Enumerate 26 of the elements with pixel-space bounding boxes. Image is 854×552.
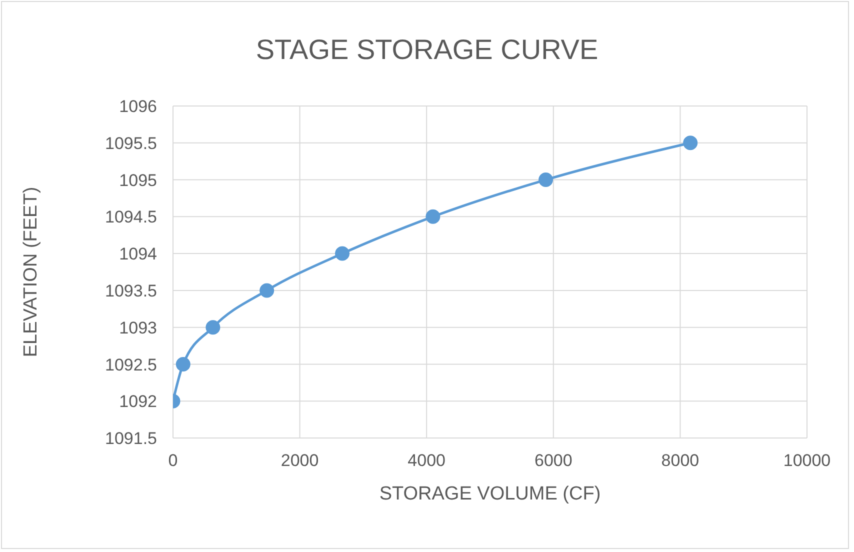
point bbox=[176, 356, 190, 372]
x-tick-label: 0 bbox=[168, 451, 178, 470]
y-tick-label: 1091.5 bbox=[105, 429, 157, 448]
x-tick-label: 8000 bbox=[661, 451, 700, 470]
point bbox=[206, 320, 220, 335]
y-tick-label: 1094.5 bbox=[105, 208, 157, 227]
y-axis-title: ELEVATION (FEET) bbox=[20, 186, 42, 358]
x-tick-label: 6000 bbox=[534, 451, 572, 470]
y-tick-label: 1092.5 bbox=[105, 355, 157, 374]
y-tick-label: 1096 bbox=[119, 97, 157, 116]
point bbox=[538, 172, 554, 188]
point bbox=[426, 209, 440, 224]
chart-title: STAGE STORAGE CURVE bbox=[254, 34, 600, 66]
y-tick-label: 1094 bbox=[119, 244, 157, 264]
y-tick-label: 1093.5 bbox=[105, 281, 157, 300]
y-tick-label: 1093 bbox=[119, 318, 157, 338]
x-tick-label: 4000 bbox=[408, 451, 446, 470]
y-tick-label: 1092 bbox=[119, 392, 157, 412]
point bbox=[683, 136, 698, 150]
y-tick-label: 1095 bbox=[119, 170, 157, 190]
point bbox=[335, 246, 350, 261]
x-tick-label: 10000 bbox=[783, 451, 831, 470]
point bbox=[260, 283, 274, 298]
x-axis-title: STORAGE VOLUME (CF) bbox=[379, 483, 601, 504]
y-tick-label: 1095.5 bbox=[105, 134, 157, 153]
x-tick-label: 2000 bbox=[280, 451, 319, 470]
